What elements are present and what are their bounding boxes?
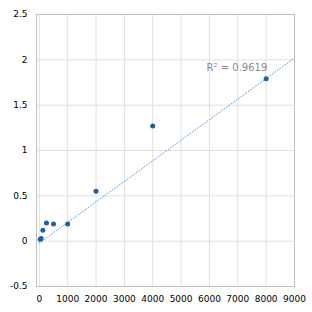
- svg-text:8000: 8000: [255, 294, 278, 304]
- svg-text:0.5: 0.5: [13, 191, 27, 201]
- svg-text:9000: 9000: [283, 294, 306, 304]
- svg-text:6000: 6000: [198, 294, 221, 304]
- svg-text:3000: 3000: [113, 294, 136, 304]
- svg-text:4000: 4000: [141, 294, 164, 304]
- svg-text:2.5: 2.5: [13, 9, 27, 19]
- svg-text:1000: 1000: [56, 294, 79, 304]
- svg-text:1.5: 1.5: [13, 100, 27, 110]
- svg-text:7000: 7000: [226, 294, 249, 304]
- svg-text:0: 0: [22, 236, 28, 246]
- svg-text:5000: 5000: [170, 294, 193, 304]
- svg-text:2: 2: [22, 55, 28, 65]
- svg-text:0: 0: [36, 294, 42, 304]
- svg-text:1: 1: [22, 145, 28, 155]
- svg-text:R² = 0.9619: R² = 0.9619: [207, 62, 268, 73]
- svg-text:-0.5: -0.5: [10, 281, 28, 291]
- svg-text:2000: 2000: [85, 294, 108, 304]
